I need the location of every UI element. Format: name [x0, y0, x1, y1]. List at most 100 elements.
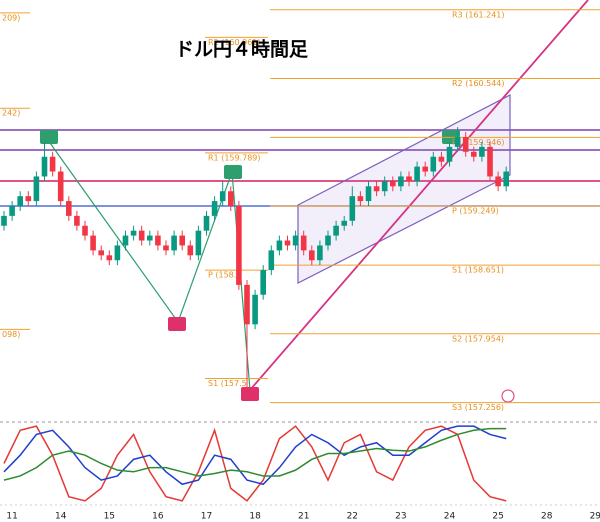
- candle-body: [138, 230, 145, 241]
- candle-body: [260, 270, 266, 295]
- candle-body: [1, 215, 7, 226]
- pivot-label: S1 (158.651): [452, 266, 504, 275]
- x-tick-label: 25: [492, 512, 503, 522]
- candle-body: [309, 250, 315, 261]
- marker: [168, 317, 186, 331]
- candle-body: [147, 235, 153, 241]
- candle-body: [49, 156, 56, 172]
- pivot-label: S3 (157.256): [452, 403, 504, 412]
- x-tick-label: 14: [55, 512, 67, 522]
- candle-body: [203, 215, 210, 231]
- pivot-label: R1 (159.789): [208, 153, 261, 162]
- candle-body: [236, 206, 242, 285]
- candle-body: [292, 235, 299, 246]
- candle-body: [211, 201, 218, 216]
- x-tick-label: 28: [541, 512, 553, 522]
- pivot-label: P (159.249): [452, 207, 499, 216]
- candle-body: [503, 171, 509, 187]
- candle-body: [414, 166, 420, 182]
- x-tick-label: 23: [395, 512, 406, 522]
- pivot-label: 242): [2, 109, 20, 118]
- marker: [40, 130, 58, 144]
- candle-body: [454, 137, 461, 147]
- x-tick-label: 22: [347, 512, 358, 522]
- x-tick-label: 18: [249, 512, 261, 522]
- candle-body: [244, 284, 250, 325]
- pivot-label: 098): [2, 330, 20, 339]
- oscillator-line: [3, 425, 507, 486]
- candle-body: [422, 166, 428, 172]
- candle-body: [487, 146, 493, 177]
- candle-body: [41, 156, 48, 177]
- candle-body: [276, 240, 283, 251]
- candle-body: [398, 176, 404, 187]
- candle-body: [365, 186, 372, 202]
- marker: [224, 165, 242, 179]
- candle-body: [349, 196, 356, 221]
- candle-body: [130, 230, 137, 236]
- zigzag: [47, 139, 251, 391]
- candle-body: [66, 201, 72, 216]
- candle-body: [228, 191, 234, 207]
- candle-body: [471, 151, 477, 157]
- candle-body: [114, 245, 121, 261]
- candle-body: [106, 255, 113, 261]
- candle-body: [268, 250, 275, 271]
- pivot-label: R1 (159.946): [452, 138, 505, 147]
- candle-body: [495, 176, 501, 187]
- candle-body: [98, 250, 104, 256]
- pivot-label: S1 (157.5: [208, 379, 247, 388]
- candle-body: [325, 235, 331, 246]
- candle-body: [317, 245, 323, 261]
- candle-body: [252, 294, 258, 325]
- candle-body: [171, 235, 177, 251]
- trend-line: [249, 0, 589, 391]
- candle-body: [57, 171, 64, 202]
- candle-body: [462, 137, 469, 152]
- candle-body: [219, 191, 226, 202]
- pivot-label: R2 (160.544): [452, 79, 505, 88]
- candle-body: [446, 146, 453, 162]
- candle-body: [9, 206, 15, 216]
- candle-body: [300, 235, 307, 251]
- x-tick-label: 15: [104, 512, 115, 522]
- candle-body: [155, 235, 161, 246]
- chart-title: ドル円４時間足: [175, 39, 309, 61]
- candle-body: [381, 181, 388, 192]
- candle-body: [390, 181, 396, 187]
- pivot-label: P (158.6: [208, 271, 241, 280]
- alert-icon: [501, 389, 515, 403]
- candle-body: [33, 176, 40, 202]
- x-tick-label: 24: [444, 512, 456, 522]
- candle-body: [74, 215, 80, 226]
- marker: [241, 387, 259, 401]
- x-tick-label: 21: [298, 512, 309, 522]
- candle-body: [187, 245, 194, 256]
- candle-body: [430, 156, 437, 172]
- candle-body: [179, 235, 185, 246]
- x-tick-label: 17: [201, 512, 212, 522]
- candle-body: [17, 196, 23, 207]
- candle-body: [438, 156, 445, 162]
- pivot-label: R3 (161.241): [452, 10, 505, 19]
- candle-body: [163, 245, 169, 251]
- x-tick-label: 11: [6, 512, 17, 522]
- candle-body: [195, 230, 202, 256]
- candle-body: [25, 196, 32, 202]
- candle-body: [341, 220, 347, 226]
- candle-body: [90, 235, 96, 251]
- pivot-label: R2 (160.961): [208, 38, 261, 47]
- oscillator-line: [3, 427, 507, 481]
- pivot-label: S2 (157.954): [452, 334, 504, 343]
- candle-body: [357, 196, 364, 202]
- candle-body: [373, 186, 380, 192]
- drawings: [0, 0, 600, 506]
- candle-body: [82, 225, 88, 236]
- candle-body: [122, 235, 129, 246]
- x-tick-label: 29: [590, 512, 600, 522]
- candle-body: [284, 240, 291, 246]
- pivot-label: 209): [2, 13, 20, 22]
- candle-body: [406, 176, 412, 182]
- x-tick-label: 16: [152, 512, 164, 522]
